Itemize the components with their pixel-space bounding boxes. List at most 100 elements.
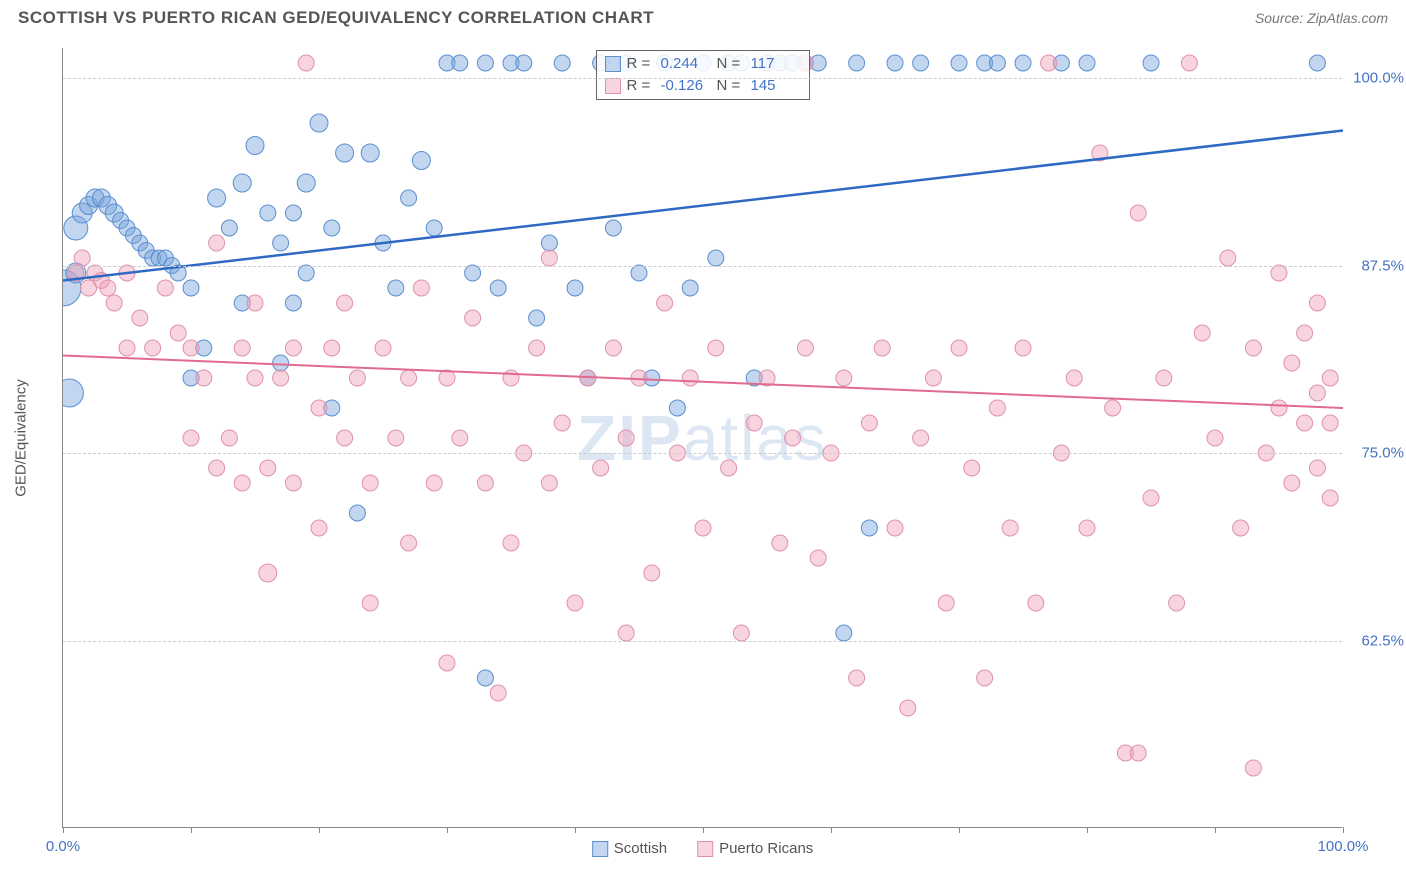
- stats-box: R = 0.244 N = 117 R = -0.126 N = 145: [596, 50, 810, 100]
- data-point: [388, 280, 404, 296]
- data-point: [682, 280, 698, 296]
- data-point: [1194, 325, 1210, 341]
- data-point: [100, 280, 116, 296]
- x-tick: [447, 827, 448, 833]
- data-point: [529, 310, 545, 326]
- data-point: [1143, 490, 1159, 506]
- r-value-scottish: 0.244: [661, 53, 711, 75]
- data-point: [925, 370, 941, 386]
- data-point: [1271, 400, 1287, 416]
- data-point: [1066, 370, 1082, 386]
- x-tick: [63, 827, 64, 833]
- data-point: [1041, 55, 1057, 71]
- data-point: [554, 415, 570, 431]
- data-point: [1105, 400, 1121, 416]
- data-point: [657, 295, 673, 311]
- data-point: [375, 340, 391, 356]
- data-point: [208, 189, 226, 207]
- data-point: [644, 565, 660, 581]
- r-label: R =: [627, 53, 655, 75]
- data-point: [349, 370, 365, 386]
- grid-line: [63, 266, 1342, 267]
- data-point: [234, 340, 250, 356]
- data-point: [183, 280, 199, 296]
- data-point: [183, 340, 199, 356]
- data-point: [951, 55, 967, 71]
- data-point: [183, 430, 199, 446]
- data-point: [439, 655, 455, 671]
- data-point: [1297, 415, 1313, 431]
- data-point: [887, 55, 903, 71]
- data-point: [913, 55, 929, 71]
- data-point: [1143, 55, 1159, 71]
- data-point: [1181, 55, 1197, 71]
- data-point: [426, 475, 442, 491]
- data-point: [746, 415, 762, 431]
- data-point: [567, 280, 583, 296]
- chart-title: SCOTTISH VS PUERTO RICAN GED/EQUIVALENCY…: [18, 8, 654, 28]
- bottom-legend: Scottish Puerto Ricans: [592, 840, 814, 857]
- data-point: [298, 55, 314, 71]
- data-point: [605, 340, 621, 356]
- data-point: [567, 595, 583, 611]
- data-point: [669, 400, 685, 416]
- n-label: N =: [717, 53, 745, 75]
- data-point: [708, 340, 724, 356]
- data-point: [1079, 55, 1095, 71]
- data-point: [1322, 370, 1338, 386]
- data-point: [1271, 265, 1287, 281]
- data-point: [132, 310, 148, 326]
- data-point: [951, 340, 967, 356]
- data-point: [119, 340, 135, 356]
- data-point: [1284, 475, 1300, 491]
- data-point: [259, 564, 277, 582]
- data-point: [74, 250, 90, 266]
- data-point: [465, 265, 481, 281]
- data-point: [285, 205, 301, 221]
- chart-container: ZIPatlas R = 0.244 N = 117 R = -0.126 N …: [62, 48, 1342, 828]
- data-point: [477, 55, 493, 71]
- data-point: [605, 220, 621, 236]
- data-point: [887, 520, 903, 536]
- data-point: [554, 55, 570, 71]
- data-point: [541, 475, 557, 491]
- data-point: [977, 670, 993, 686]
- data-point: [490, 280, 506, 296]
- y-tick-label: 100.0%: [1348, 70, 1404, 87]
- x-tick-label: 0.0%: [46, 838, 80, 855]
- data-point: [106, 295, 122, 311]
- data-point: [1130, 745, 1146, 761]
- data-point: [452, 430, 468, 446]
- data-point: [285, 340, 301, 356]
- data-point: [1130, 205, 1146, 221]
- chart-header: SCOTTISH VS PUERTO RICAN GED/EQUIVALENCY…: [0, 0, 1406, 32]
- data-point: [246, 137, 264, 155]
- data-point: [1309, 460, 1325, 476]
- data-point: [337, 295, 353, 311]
- data-point: [324, 340, 340, 356]
- data-point: [1309, 295, 1325, 311]
- data-point: [170, 325, 186, 341]
- swatch-pr: [605, 78, 621, 94]
- data-point: [836, 370, 852, 386]
- grid-line: [63, 641, 1342, 642]
- data-point: [708, 250, 724, 266]
- data-point: [618, 430, 634, 446]
- data-point: [593, 460, 609, 476]
- data-point: [412, 152, 430, 170]
- data-point: [849, 55, 865, 71]
- data-point: [785, 430, 801, 446]
- data-point: [273, 235, 289, 251]
- scatter-svg: [63, 48, 1343, 828]
- data-point: [1169, 595, 1185, 611]
- y-axis-title: GED/Equivalency: [13, 379, 30, 497]
- legend-swatch-scottish: [592, 841, 608, 857]
- data-point: [1233, 520, 1249, 536]
- data-point: [1245, 760, 1261, 776]
- data-point: [401, 190, 417, 206]
- data-point: [1322, 490, 1338, 506]
- data-point: [388, 430, 404, 446]
- data-point: [772, 535, 788, 551]
- data-point: [503, 370, 519, 386]
- data-point: [1309, 55, 1325, 71]
